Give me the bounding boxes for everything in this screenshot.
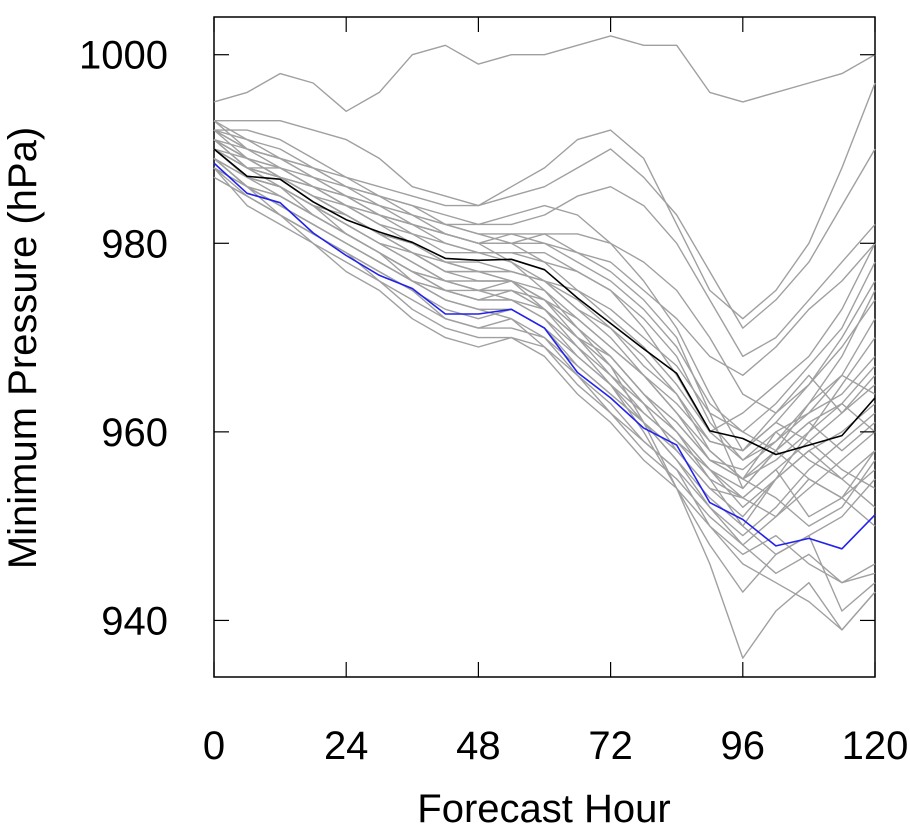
ensemble-line-33 (213, 148, 876, 376)
ensemble-line-32 (213, 167, 876, 527)
ensemble-line-8 (213, 167, 876, 631)
ensemble-line-1 (213, 35, 876, 113)
y-axis-label: Minimum Pressure (hPa) (1, 127, 45, 569)
ensemble-line-9 (213, 139, 876, 414)
ensemble-lines (213, 35, 876, 659)
x-tick-label: 120 (842, 724, 909, 768)
ensemble-line-35 (213, 157, 876, 452)
ensemble-line-18 (213, 139, 876, 433)
plot-border (213, 16, 876, 678)
ensemble-line-6 (213, 157, 876, 527)
ensemble-line-28 (213, 138, 876, 490)
y-tick-label: 940 (101, 599, 168, 643)
ensemble-line-26 (213, 167, 876, 584)
ensemble-line-3 (214, 129, 876, 659)
y-tick-label: 960 (101, 411, 168, 455)
ensemble-line-29 (213, 157, 876, 480)
ensemble-line-7 (213, 148, 876, 480)
x-tick-label: 72 (588, 724, 633, 768)
ensemble-line-2 (214, 82, 876, 320)
x-tick-label: 96 (721, 724, 766, 768)
ensemble-line-31 (213, 129, 876, 329)
ensemble-line-27 (213, 148, 876, 461)
plot-frame (213, 16, 876, 678)
x-tick-label: 24 (324, 724, 369, 768)
x-axis-label: Forecast Hour (417, 787, 670, 827)
y-tick-label: 1000 (79, 34, 168, 78)
tick-labels: 0 24 48 72 96 120 940 960 980 1000 (79, 34, 908, 768)
highlight-line-1 (213, 148, 876, 456)
x-tick-label: 48 (456, 724, 501, 768)
ensemble-line-12 (213, 176, 876, 537)
ensemble-line-30 (213, 148, 876, 518)
y-tick-label: 980 (101, 222, 168, 266)
highlight-line-2 (213, 162, 876, 550)
highlight-lines (213, 148, 876, 550)
ensemble-line-5 (213, 120, 876, 490)
ensemble-line-34 (213, 139, 876, 471)
ensemble-line-4 (213, 138, 876, 612)
x-tick-label: 0 (203, 724, 225, 768)
ensemble-line-17 (213, 167, 876, 584)
ensemble-line-21 (213, 120, 876, 452)
ensemble-line-16 (213, 129, 876, 461)
axis-ticks (213, 17, 876, 677)
